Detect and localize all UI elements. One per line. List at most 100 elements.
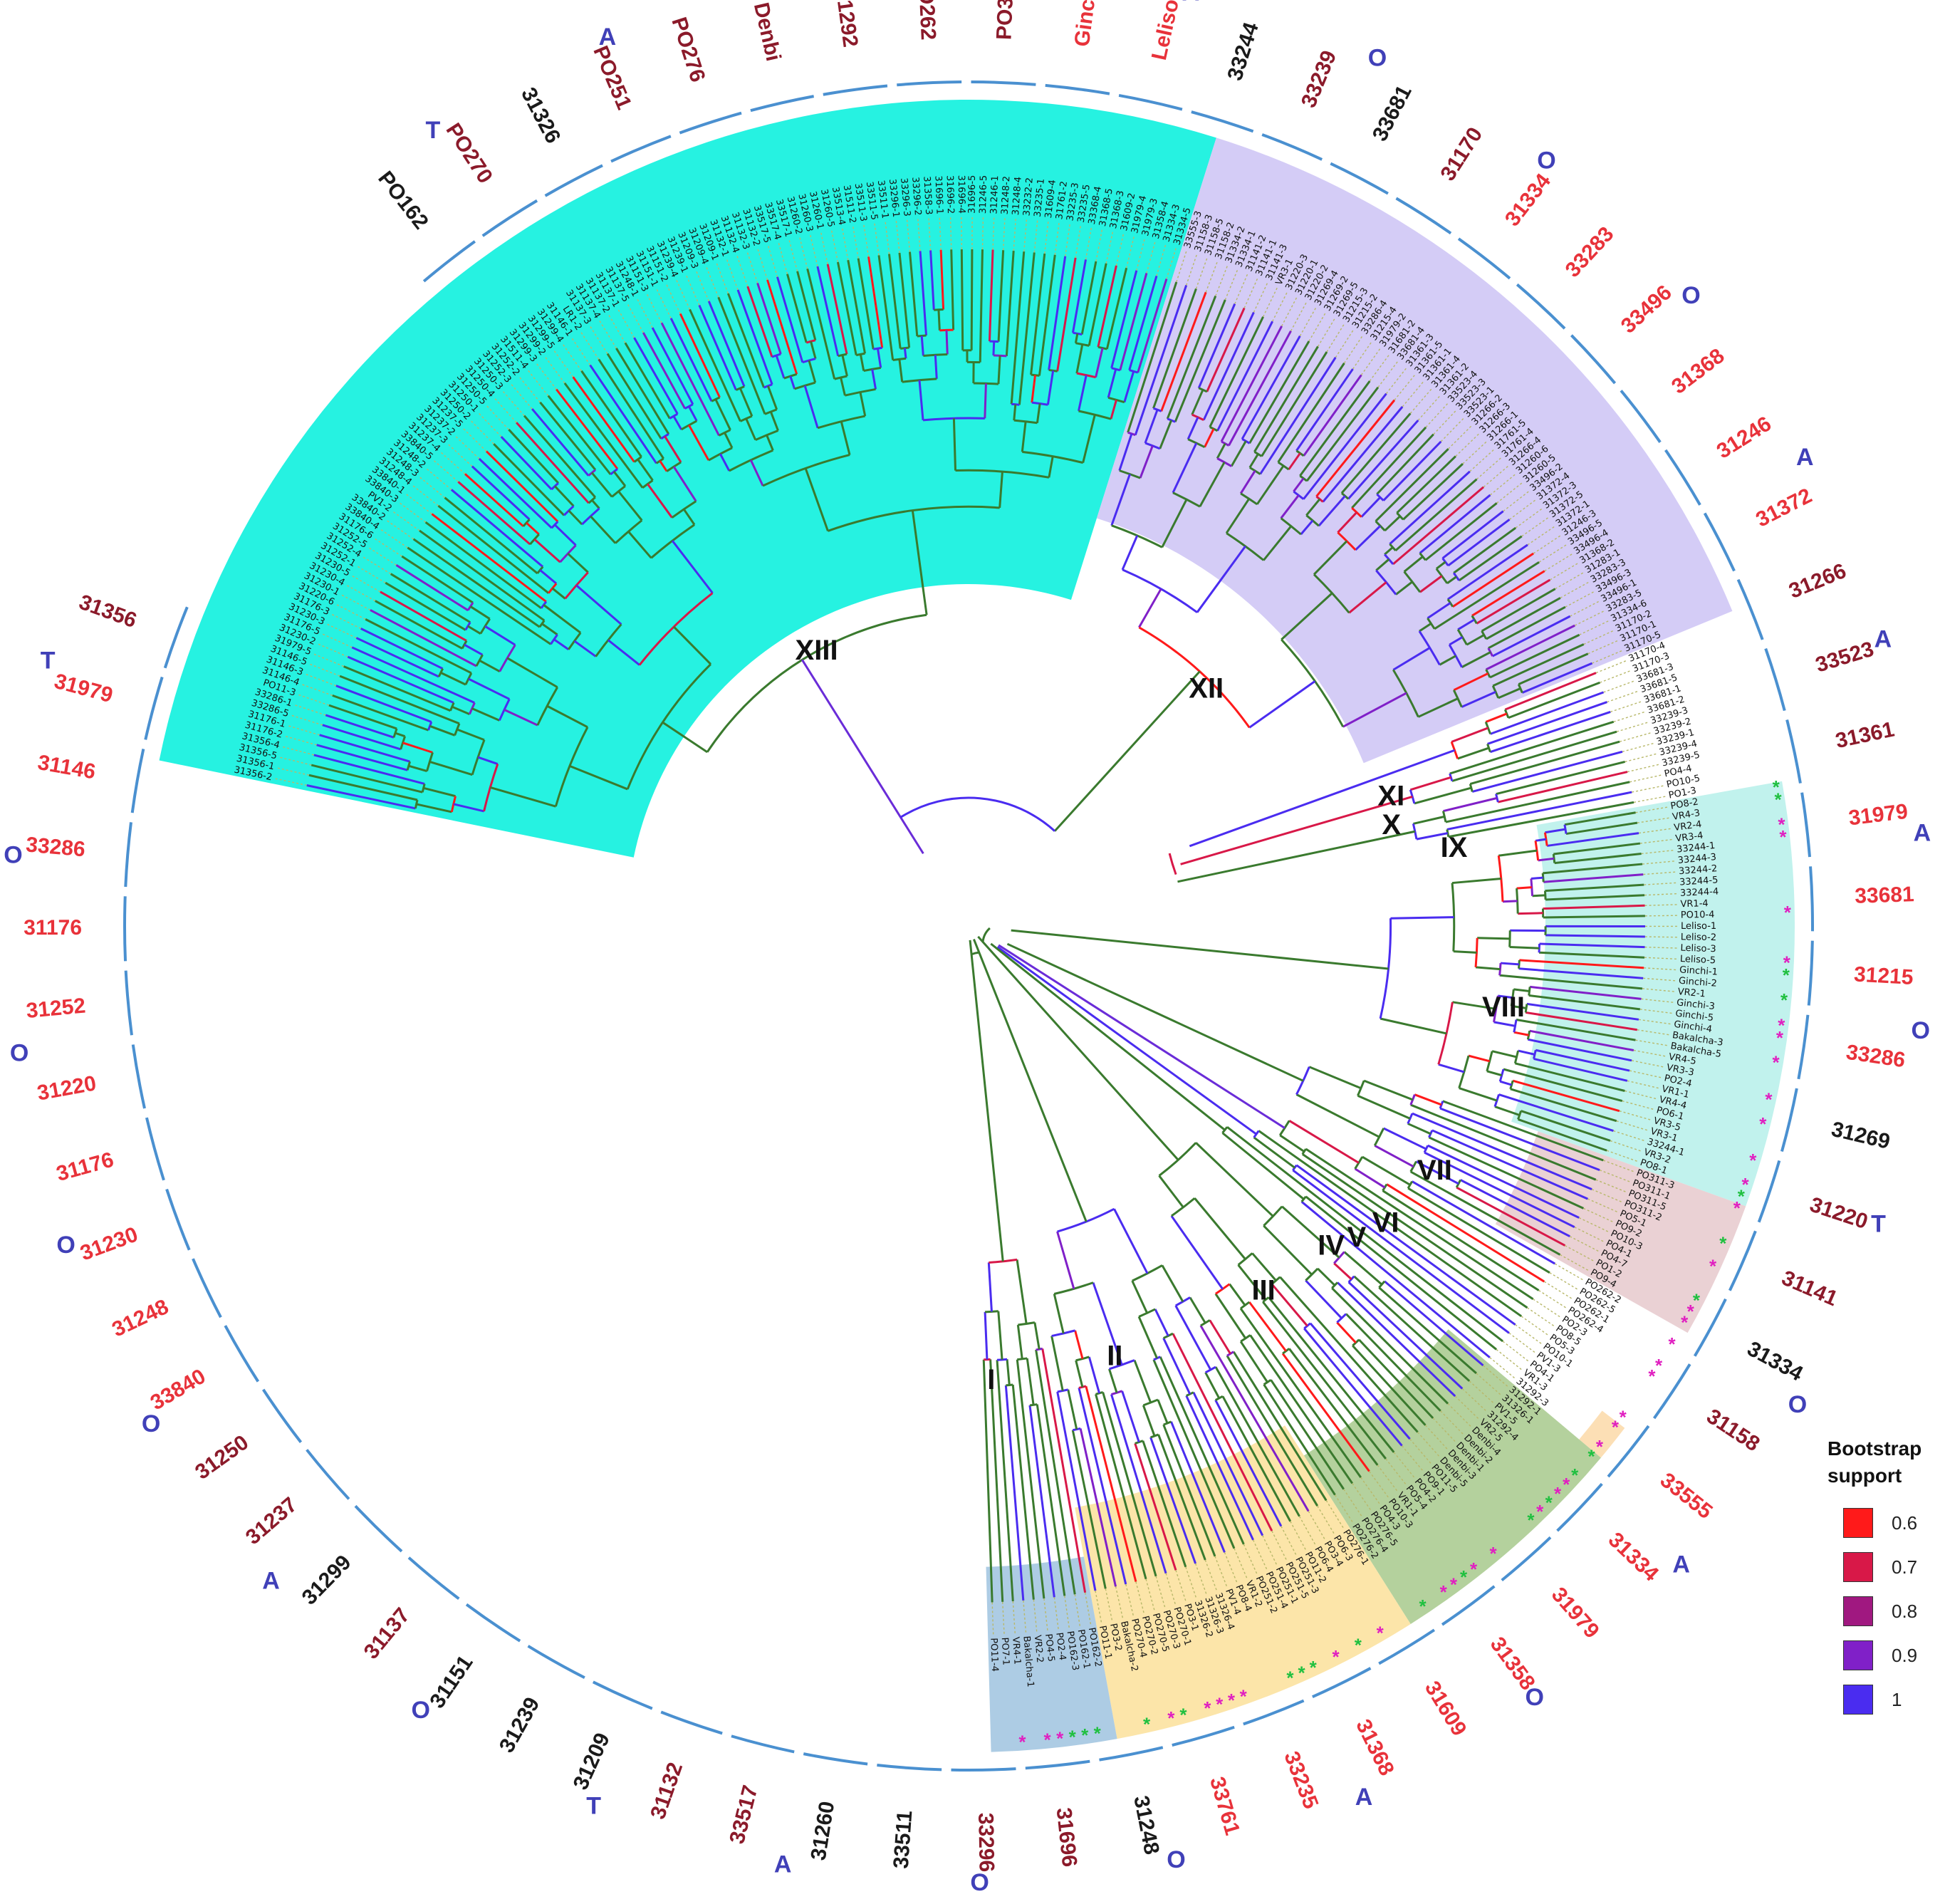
branch-radial — [996, 946, 1257, 1135]
branch-radial — [724, 432, 734, 449]
branch-arc — [934, 308, 944, 311]
branch-radial — [970, 249, 974, 350]
leaf-connector — [1644, 957, 1679, 960]
leaf-connector — [1012, 1601, 1016, 1635]
branch-radial — [1097, 265, 1117, 348]
leaf-label: Ginchi-2 — [1678, 976, 1717, 989]
branch-radial — [1491, 615, 1571, 657]
branch-radial — [1199, 1325, 1310, 1512]
leaf-connector — [685, 274, 700, 306]
origin-letter: T — [41, 647, 56, 674]
leaf-connector — [1136, 237, 1146, 271]
branch-radial — [568, 509, 583, 526]
leaf-connector — [1013, 217, 1017, 251]
group-bracket — [1378, 1628, 1436, 1665]
branch-radial — [1174, 299, 1226, 422]
branch-arc — [684, 403, 694, 410]
leaf-connector — [1343, 1489, 1363, 1518]
branch-arc — [498, 698, 511, 722]
branch-radial — [1005, 251, 1015, 357]
branch-radial — [547, 395, 612, 475]
branch-radial — [1543, 863, 1643, 875]
branch-radial — [1363, 1079, 1414, 1101]
leaf-connector — [286, 724, 320, 736]
branch-radial — [1407, 1123, 1432, 1135]
branch-radial — [1248, 1301, 1287, 1352]
branch-radial — [903, 348, 907, 359]
branch-radial — [1498, 687, 1521, 699]
group-bracket — [1556, 1482, 1603, 1532]
leaf-connector — [1643, 977, 1678, 982]
legend-swatch — [1843, 1685, 1873, 1715]
branch-radial — [766, 435, 774, 451]
branch-radial — [1449, 720, 1615, 775]
branch-radial — [1498, 849, 1538, 857]
significance-star-icon: * — [1143, 1713, 1151, 1734]
leaf-connector — [361, 556, 392, 575]
branch-arc — [1215, 1283, 1231, 1295]
leaf-connector — [477, 411, 502, 437]
group-bracket — [610, 135, 672, 163]
branch-radial — [1424, 1151, 1575, 1229]
leaf-connector — [885, 219, 890, 254]
branch-radial — [789, 375, 796, 390]
branch-radial — [612, 471, 627, 487]
branch-radial — [1209, 316, 1264, 428]
significance-star-icon: * — [1778, 814, 1785, 836]
clade-label-vi: VI — [1372, 1207, 1399, 1238]
branch-arc — [568, 632, 582, 650]
significance-star-icon: * — [1733, 1197, 1741, 1219]
significance-star-icon: * — [1741, 1174, 1749, 1195]
branch-radial — [325, 714, 395, 739]
branch-radial — [984, 383, 987, 419]
group-bracket — [306, 1449, 350, 1500]
significance-star-icon: * — [1773, 776, 1780, 798]
significance-star-icon: * — [1719, 1232, 1727, 1254]
branch-radial — [1488, 605, 1566, 650]
branch-radial — [1419, 623, 1432, 633]
leaf-label: VR2-2 — [1032, 1635, 1045, 1663]
branch-arc — [680, 420, 697, 431]
branch-radial — [1428, 1136, 1584, 1209]
branch-arc — [1153, 1356, 1161, 1361]
branch-arc — [1384, 553, 1394, 565]
origin-letter: A — [1874, 625, 1892, 652]
branch-radial — [1280, 494, 1300, 519]
leaf-connector — [1527, 1307, 1556, 1328]
leaf-connector — [798, 235, 808, 269]
branch-radial — [1564, 811, 1636, 826]
origin-letter: A — [599, 24, 617, 51]
leaf-connector — [1538, 543, 1568, 563]
branch-radial — [1159, 1356, 1245, 1545]
branch-radial — [1453, 672, 1489, 692]
leaf-connector — [1533, 1299, 1563, 1318]
leaf-label: 31696-2 — [944, 175, 956, 214]
leaf-connector — [1627, 1080, 1661, 1089]
leaf-label: PO1-3 — [1668, 786, 1697, 801]
branch-radial — [1078, 1388, 1127, 1585]
group-bracket — [163, 606, 189, 669]
branch-radial — [1565, 821, 1638, 836]
branch-arc — [1493, 995, 1499, 1023]
branch-radial — [803, 385, 819, 429]
leaf-connector — [991, 1602, 994, 1637]
branch-radial — [714, 398, 731, 431]
leaf-connector — [1299, 306, 1318, 337]
leaf-label: Leliso-1 — [1681, 921, 1716, 932]
branch-radial — [1412, 1112, 1592, 1191]
leaf-connector — [283, 735, 317, 746]
branch-radial — [1095, 348, 1104, 378]
branch-radial — [1461, 651, 1491, 668]
branch-radial — [1162, 1337, 1191, 1395]
branch-radial — [437, 504, 550, 594]
group-bracket — [1261, 133, 1323, 161]
branch-radial — [1508, 681, 1600, 719]
group-bracket — [1172, 1725, 1235, 1747]
group-bracket — [1764, 647, 1786, 712]
leaf-connector — [1455, 432, 1481, 457]
significance-star-icon: * — [1094, 1723, 1102, 1744]
leaf-connector — [275, 766, 310, 776]
branch-radial — [1362, 1155, 1411, 1186]
branch-radial — [801, 659, 924, 855]
leaf-connector — [1253, 281, 1269, 313]
